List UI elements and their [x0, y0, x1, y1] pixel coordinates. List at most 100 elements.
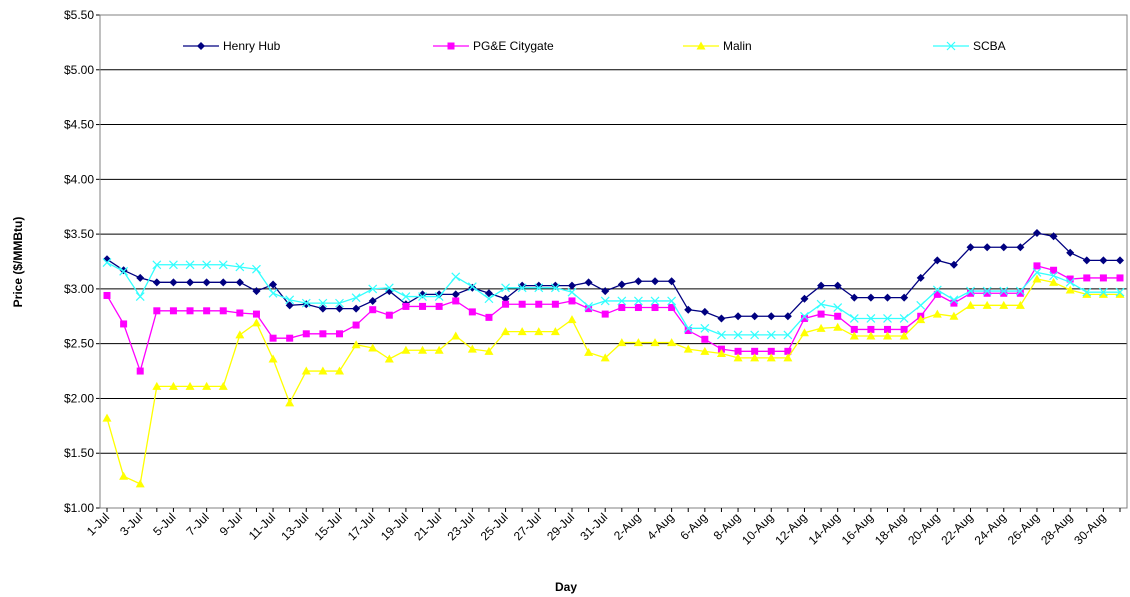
- point: [119, 471, 129, 480]
- point: [1116, 274, 1124, 282]
- point: [600, 353, 610, 362]
- x-tick-label: 10-Aug: [739, 510, 776, 547]
- point: [1083, 274, 1091, 282]
- point: [385, 311, 393, 319]
- point: [152, 381, 162, 390]
- plot-frame: [99, 14, 1128, 509]
- point: [850, 325, 858, 333]
- point: [1082, 289, 1092, 298]
- point: [585, 305, 593, 313]
- y-tick-label: $1.00: [64, 501, 94, 515]
- point: [235, 278, 244, 287]
- point: [467, 282, 477, 292]
- point: [286, 334, 294, 342]
- point: [152, 260, 162, 270]
- point: [1116, 256, 1124, 265]
- point: [153, 307, 161, 315]
- y-axis-label: Price ($/MMBtu): [11, 217, 25, 308]
- point: [783, 353, 793, 362]
- point: [900, 293, 909, 302]
- legend-marker: [197, 42, 205, 50]
- point: [983, 289, 991, 297]
- point: [833, 303, 843, 312]
- point: [236, 309, 244, 317]
- point: [817, 281, 826, 290]
- point: [302, 330, 310, 338]
- series-line: [106, 265, 1120, 374]
- point: [434, 292, 444, 301]
- point: [618, 304, 626, 312]
- x-tick-label: 11-Jul: [246, 510, 278, 542]
- y-tick-label: $4.00: [64, 172, 94, 186]
- point: [567, 315, 577, 324]
- point: [651, 277, 660, 286]
- point: [650, 338, 660, 347]
- point: [136, 273, 145, 282]
- point: [883, 293, 892, 302]
- point: [1066, 248, 1075, 257]
- point: [169, 307, 177, 315]
- point: [1099, 256, 1108, 265]
- point: [684, 327, 692, 335]
- point: [451, 290, 460, 299]
- point: [601, 310, 609, 318]
- point: [651, 304, 659, 312]
- point: [218, 381, 228, 390]
- point: [1066, 275, 1074, 283]
- x-tick-label: 19-Jul: [378, 510, 411, 543]
- point: [982, 286, 992, 296]
- point: [617, 296, 627, 306]
- point: [650, 296, 660, 306]
- point: [269, 334, 277, 342]
- y-tick-label: $3.00: [64, 282, 94, 296]
- point: [750, 353, 760, 362]
- point: [451, 272, 461, 282]
- point: [932, 309, 942, 318]
- point: [502, 300, 510, 308]
- point: [1015, 286, 1025, 296]
- point: [766, 330, 776, 340]
- point: [402, 302, 410, 310]
- point: [933, 256, 942, 265]
- point: [967, 289, 975, 297]
- x-tick-label: 27-Jul: [511, 510, 544, 543]
- point: [1016, 243, 1025, 252]
- point: [384, 283, 394, 293]
- point: [617, 338, 627, 347]
- point: [584, 278, 593, 287]
- point: [750, 330, 760, 340]
- point: [434, 345, 444, 354]
- x-tick-label: 24-Aug: [972, 510, 1009, 547]
- point: [435, 302, 443, 310]
- point: [352, 304, 361, 313]
- point: [335, 304, 344, 313]
- point: [186, 278, 195, 287]
- point: [766, 353, 776, 362]
- point: [252, 287, 261, 296]
- point: [1049, 271, 1058, 281]
- point: [668, 304, 676, 312]
- point: [1000, 289, 1008, 297]
- point: [119, 266, 129, 276]
- point: [667, 296, 677, 306]
- legend-label: Henry Hub: [223, 39, 281, 53]
- point: [701, 335, 709, 343]
- x-tick-label: 6-Aug: [677, 510, 710, 543]
- point: [899, 331, 909, 340]
- point: [202, 381, 212, 390]
- point: [983, 243, 992, 252]
- point: [318, 298, 328, 308]
- point: [568, 297, 576, 305]
- point: [268, 288, 278, 298]
- point: [667, 277, 676, 286]
- point: [135, 292, 145, 301]
- point: [783, 312, 792, 321]
- x-tick-label: 30-Aug: [1071, 510, 1108, 547]
- point: [867, 325, 875, 333]
- y-tick-label: $2.50: [64, 337, 94, 351]
- point: [285, 398, 295, 407]
- point: [1082, 287, 1092, 297]
- point: [700, 307, 709, 316]
- point: [1099, 274, 1107, 282]
